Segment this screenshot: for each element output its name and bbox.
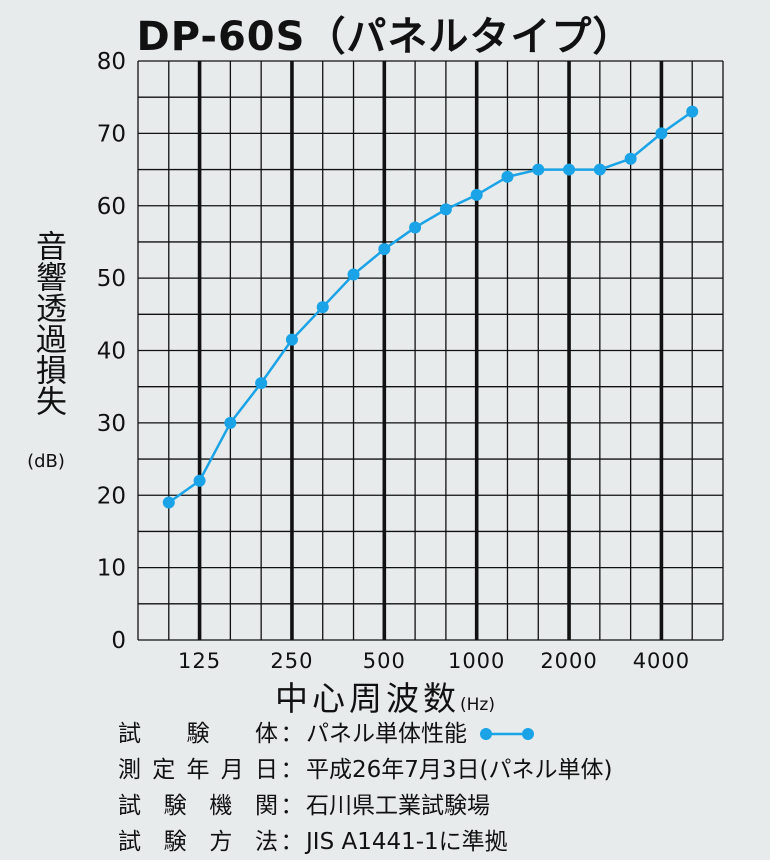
data-point	[624, 152, 637, 165]
chart-title: DP-60S（パネルタイプ）	[136, 14, 634, 60]
data-point	[255, 377, 268, 390]
info-row-specimen: 試験体 ： パネル単体性能	[118, 716, 612, 752]
x-axis-label: 中心周波数	[275, 679, 460, 718]
info-panel: 試験体 ： パネル単体性能 測定年月日 ： 平成26年7月3日(パネル単体) 試…	[118, 716, 612, 860]
y-tick-label: 70	[97, 121, 126, 147]
info-label: 測定年月日	[118, 757, 278, 783]
data-point	[439, 203, 452, 216]
y-tick-label: 40	[97, 339, 126, 365]
x-tick-label: 250	[270, 649, 313, 672]
y-tick-label: 20	[97, 483, 126, 509]
data-point	[686, 105, 699, 118]
y-tick-label: 10	[97, 556, 126, 582]
series-line	[168, 110, 693, 504]
data-point	[532, 163, 545, 176]
data-point	[162, 496, 175, 509]
y-axis-label: 音響透過損失	[30, 230, 66, 416]
data-point	[409, 221, 422, 234]
chart-plot: 0 10 20 30 40 50 60 70 80 125 250 500 1000 2000 4000	[97, 49, 724, 672]
data-point	[655, 127, 668, 140]
data-point	[316, 301, 329, 314]
y-tick-label: 30	[97, 411, 126, 437]
data-point	[563, 163, 576, 176]
data-point	[593, 163, 606, 176]
x-tick-label: 125	[178, 649, 221, 672]
y-axis-unit: (dB)	[27, 451, 65, 472]
data-point	[470, 188, 483, 201]
y-tick-label: 60	[97, 194, 126, 220]
data-point	[193, 474, 206, 487]
x-axis-unit: (Hz)	[460, 695, 495, 715]
x-tick-label: 500	[363, 649, 406, 672]
info-row-method: 試験方法 ： JIS A1441-1に準拠	[118, 824, 612, 860]
info-value: 平成26年7月3日(パネル単体)	[306, 757, 613, 783]
info-label: 試験方法	[118, 829, 278, 855]
x-tick-label: 1000	[448, 649, 505, 672]
y-tick-labels: 0 10 20 30 40 50 60 70 80	[97, 49, 126, 654]
info-colon: ：	[280, 829, 304, 855]
x-tick-label: 4000	[633, 649, 690, 672]
info-row-date: 測定年月日 ： 平成26年7月3日(パネル単体)	[118, 752, 612, 788]
info-colon: ：	[280, 757, 304, 783]
x-tick-label: 2000	[540, 649, 597, 672]
info-label: 試験体	[118, 721, 278, 747]
legend-marker-icon	[480, 728, 534, 740]
info-colon: ：	[280, 721, 304, 747]
y-tick-label: 80	[97, 49, 126, 75]
data-point	[501, 170, 514, 183]
y-tick-label: 0	[111, 628, 126, 654]
data-point	[224, 416, 237, 429]
data-point	[285, 333, 298, 346]
info-row-lab: 試験機関 ： 石川県工業試験場	[118, 788, 612, 824]
info-value: JIS A1441-1に準拠	[306, 829, 508, 855]
info-value: 石川県工業試験場	[306, 793, 490, 819]
data-point	[378, 243, 391, 256]
series-layer	[162, 105, 699, 509]
x-tick-labels: 125 250 500 1000 2000 4000	[178, 649, 690, 672]
data-point	[347, 268, 360, 281]
x-axis-label-group: 中心周波数(Hz)	[0, 672, 770, 720]
legend-series-name: パネル単体性能	[306, 721, 467, 747]
grid-lines	[137, 60, 724, 641]
y-tick-label: 50	[97, 266, 126, 292]
info-colon: ：	[280, 793, 304, 819]
info-label: 試験機関	[118, 793, 278, 819]
